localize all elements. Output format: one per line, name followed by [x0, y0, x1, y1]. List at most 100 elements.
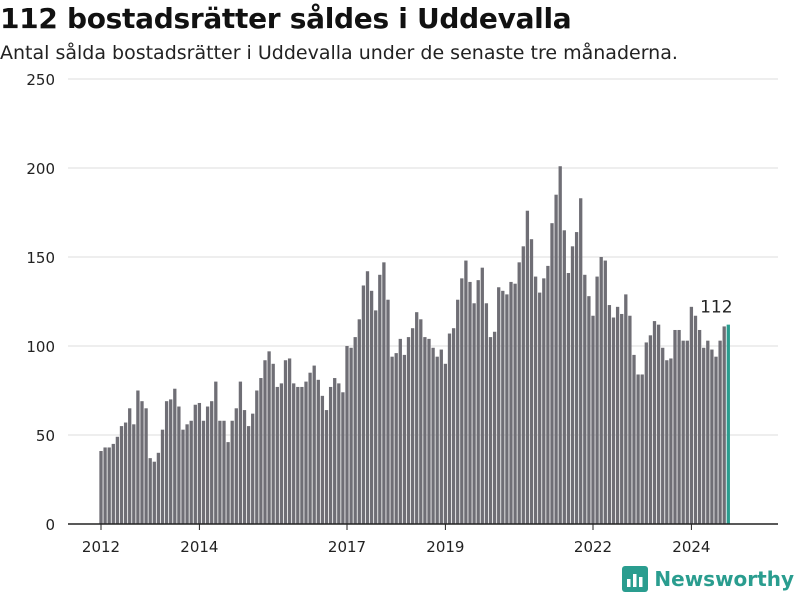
bar [607, 305, 612, 524]
bar [562, 230, 566, 525]
x-tick-label: 2019 [426, 538, 464, 556]
bar [136, 390, 140, 524]
bar [148, 458, 152, 524]
bar [201, 420, 206, 524]
bar [665, 360, 669, 524]
bar [152, 461, 156, 524]
x-tick-label: 2022 [574, 538, 612, 556]
bar [611, 317, 616, 524]
bar [292, 383, 296, 524]
bar [128, 408, 132, 524]
bar [169, 399, 173, 524]
bar [419, 319, 423, 524]
x-tick-label: 2017 [328, 538, 366, 556]
bar [546, 265, 550, 524]
x-tick-label: 2012 [82, 538, 120, 556]
bar [218, 420, 222, 524]
bar [427, 338, 431, 524]
bar [144, 408, 148, 524]
bar [406, 337, 411, 524]
bar [492, 331, 497, 524]
y-tick-label: 250 [26, 71, 55, 89]
bar [501, 290, 505, 524]
bar [509, 281, 513, 524]
bar [648, 335, 653, 524]
bar [542, 278, 546, 524]
bar [107, 447, 111, 524]
bar [345, 346, 349, 524]
bar [640, 374, 644, 524]
bar [214, 381, 218, 524]
bar [681, 340, 685, 524]
bar [193, 404, 197, 524]
bar [693, 315, 698, 524]
bar [410, 328, 415, 524]
bar [550, 223, 554, 524]
y-tick-label: 50 [36, 427, 55, 445]
bar [710, 349, 714, 524]
bar-chart-logo-icon [622, 566, 649, 592]
bar [673, 329, 677, 524]
bar [255, 390, 259, 524]
bar [378, 274, 382, 524]
bar [513, 283, 517, 524]
bar [279, 383, 284, 524]
bar [722, 326, 726, 524]
bar [533, 276, 538, 524]
bar [287, 358, 292, 524]
bar [521, 246, 525, 524]
bar [529, 239, 534, 524]
bar [251, 413, 255, 524]
bar [595, 276, 599, 524]
bar [620, 313, 624, 524]
bar [140, 401, 144, 524]
bar [488, 337, 493, 524]
bar [156, 452, 161, 524]
bar [566, 273, 571, 524]
y-tick-label: 150 [26, 249, 55, 267]
bar [574, 232, 579, 524]
bar [382, 262, 386, 524]
bar [111, 443, 115, 524]
bar [386, 299, 390, 524]
bar [435, 356, 439, 524]
bar [304, 381, 308, 524]
bar [390, 356, 394, 524]
bar [661, 347, 665, 524]
bar [320, 395, 325, 524]
bar [632, 354, 636, 524]
bar [312, 365, 316, 524]
bar [246, 426, 251, 524]
bar [714, 356, 718, 524]
bar [669, 358, 673, 524]
x-tick-label: 2024 [672, 538, 710, 556]
bar [505, 294, 509, 524]
bar [160, 429, 165, 524]
bar [583, 274, 587, 524]
bar [238, 381, 243, 524]
bar [697, 329, 702, 524]
bar [123, 422, 128, 524]
bar [267, 351, 271, 524]
bar [706, 340, 710, 524]
y-tick-label: 200 [26, 160, 55, 178]
bar [685, 340, 689, 524]
bar [316, 379, 320, 524]
chart-title: 112 bostadsrätter såldes i Uddevalla [0, 2, 572, 35]
bar [164, 401, 169, 524]
bar [271, 363, 275, 524]
bar [628, 315, 632, 524]
chart-subtitle: Antal sålda bostadsrätter i Uddevalla un… [0, 42, 678, 64]
bar [464, 260, 468, 524]
bar [677, 329, 681, 524]
bar [222, 420, 226, 524]
bar [636, 374, 640, 524]
bar [443, 363, 448, 524]
bar [115, 436, 120, 524]
bar [205, 406, 210, 524]
bar [374, 310, 378, 524]
bar [460, 278, 464, 524]
bar [394, 353, 398, 524]
bar [652, 321, 657, 524]
